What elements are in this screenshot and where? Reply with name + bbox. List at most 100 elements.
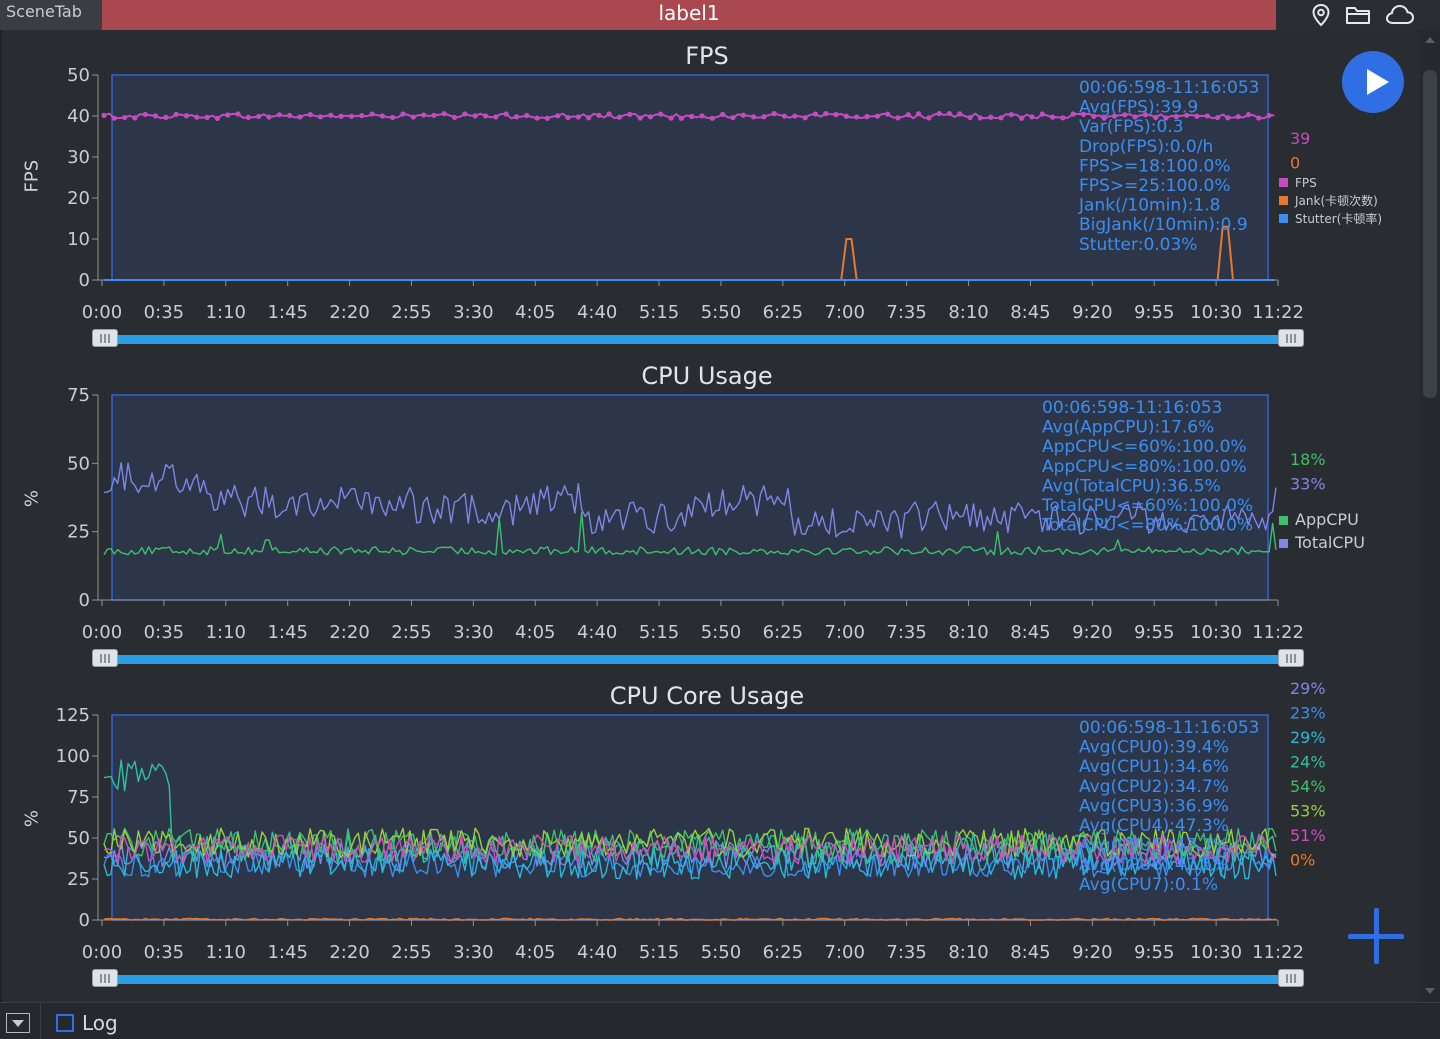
- location-icon[interactable]: [1309, 3, 1333, 27]
- y-tick-label: 30: [67, 147, 90, 168]
- cpu-usage-chart: 0 25 50 75 0:00 0:35 1:10 1:45 2:20 2:55 3:30 4:05 4…: [67, 385, 1365, 643]
- current-value: 23%: [1290, 704, 1326, 723]
- stats-line: Avg(FPS):39.9: [1079, 98, 1198, 118]
- chart-title: CPU Core Usage: [609, 682, 805, 710]
- x-tick-label: 0:35: [144, 622, 184, 643]
- fps-point: [1101, 115, 1107, 121]
- y-tick-label: 50: [67, 453, 90, 474]
- slider-track[interactable]: [106, 655, 1290, 664]
- stats-line: 00:06:598-11:16:053: [1079, 78, 1259, 98]
- scroll-down-icon[interactable]: [1425, 988, 1435, 994]
- fps-point: [1111, 113, 1118, 119]
- slider-handle-end[interactable]: [1278, 969, 1304, 987]
- fps-point: [286, 112, 293, 119]
- fps-point: [689, 113, 695, 120]
- core-time-slider[interactable]: [92, 968, 1304, 990]
- x-tick-label: 1:45: [267, 942, 307, 963]
- toolbar-icons: [1290, 0, 1440, 30]
- y-tick-label: 0: [79, 910, 90, 931]
- fps-point: [235, 111, 241, 117]
- fps-point: [111, 115, 117, 121]
- y-tick-label: 50: [67, 828, 90, 849]
- fps-point: [843, 113, 849, 119]
- x-tick-label: 5:50: [701, 302, 741, 323]
- fps-point: [637, 115, 643, 121]
- fps-point: [441, 111, 447, 117]
- fps-point: [472, 113, 478, 119]
- plot-area: [111, 74, 1269, 281]
- fps-point: [163, 114, 169, 120]
- slider-track[interactable]: [106, 975, 1290, 984]
- stats-line: 00:06:598-11:16:053: [1079, 718, 1259, 738]
- slider-handle-end[interactable]: [1278, 329, 1304, 347]
- x-tick-label: 2:20: [329, 622, 369, 643]
- scroll-thumb[interactable]: [1423, 70, 1437, 398]
- x-tick-label: 2:55: [391, 302, 431, 323]
- scene-tab[interactable]: SceneTab: [0, 0, 102, 30]
- current-value: 54%: [1290, 777, 1326, 796]
- fps-point: [359, 113, 365, 119]
- plot-area: [111, 394, 1269, 601]
- fps-point: [895, 115, 901, 121]
- slider-handle-start[interactable]: [92, 329, 118, 347]
- scroll-up-icon[interactable]: [1425, 37, 1435, 43]
- fps-point: [1008, 111, 1014, 118]
- x-tick-label: 0:35: [144, 302, 184, 323]
- chart-title: CPU Usage: [641, 362, 773, 390]
- log-checkbox[interactable]: [56, 1014, 74, 1032]
- x-tick-label: 11:22: [1252, 622, 1304, 643]
- stats-line: Avg(CPU2):34.7%: [1079, 777, 1229, 797]
- scene-title: label1: [102, 0, 1276, 30]
- x-tick-label: 5:15: [639, 302, 679, 323]
- stats-line: AppCPU<=80%:100.0%: [1042, 457, 1247, 477]
- folder-icon[interactable]: [1345, 3, 1371, 27]
- fps-chart: 0 10 20 30 40 50 0:00 0:35 1:10 1:45 2:20 2:55 3:30 4…: [67, 65, 1382, 323]
- fps-point: [1019, 115, 1025, 121]
- stats-line: BigJank(/10min):0.9: [1079, 215, 1248, 235]
- x-tick-label: 11:22: [1252, 302, 1304, 323]
- fps-point: [1122, 112, 1128, 118]
- fps-point: [874, 113, 880, 119]
- stats-line: TotalCPU<=60%:100.0%: [1041, 496, 1253, 516]
- legend-label: TotalCPU: [1294, 533, 1365, 552]
- fps-point: [1194, 113, 1200, 119]
- stats-line: FPS>=18:100.0%: [1079, 156, 1231, 176]
- stats-line: Avg(CPU7):0.1%: [1079, 875, 1218, 895]
- x-tick-label: 5:50: [701, 942, 741, 963]
- play-button[interactable]: [1342, 51, 1404, 113]
- fps-point: [482, 113, 489, 119]
- fps-point: [204, 114, 210, 121]
- collapse-log-button[interactable]: [6, 1013, 30, 1033]
- current-value: 18%: [1290, 450, 1326, 469]
- fps-point: [823, 111, 829, 117]
- x-tick-label: 1:10: [206, 942, 246, 963]
- fps-point: [750, 114, 757, 120]
- slider-track[interactable]: [106, 335, 1290, 344]
- cloud-icon[interactable]: [1385, 3, 1415, 27]
- fps-point: [225, 112, 231, 118]
- slider-handle-start[interactable]: [92, 649, 118, 667]
- fps-point: [142, 111, 148, 118]
- fps-point: [988, 114, 994, 120]
- plot-area: [111, 714, 1269, 921]
- x-tick-label: 4:05: [515, 942, 555, 963]
- fps-point: [245, 114, 251, 121]
- fps-point: [1080, 111, 1087, 117]
- fps-time-slider[interactable]: [92, 328, 1304, 350]
- series-cpu2-line: [103, 845, 1277, 880]
- fps-point: [802, 115, 808, 121]
- x-tick-label: 9:55: [1134, 942, 1174, 963]
- fps-point: [379, 113, 385, 119]
- current-value: 51%: [1290, 826, 1326, 845]
- x-tick-label: 5:50: [701, 622, 741, 643]
- slider-handle-start[interactable]: [92, 969, 118, 987]
- stats-line: AppCPU<=60%:100.0%: [1042, 437, 1247, 457]
- x-tick-label: 2:55: [391, 942, 431, 963]
- cpu-time-slider[interactable]: [92, 648, 1304, 670]
- slider-handle-end[interactable]: [1278, 649, 1304, 667]
- add-chart-button[interactable]: [1346, 906, 1406, 966]
- stats-line: FPS>=25:100.0%: [1079, 176, 1231, 196]
- fps-point: [915, 111, 922, 117]
- y-tick-label: 100: [56, 746, 90, 767]
- vertical-scrollbar[interactable]: [1420, 30, 1440, 1002]
